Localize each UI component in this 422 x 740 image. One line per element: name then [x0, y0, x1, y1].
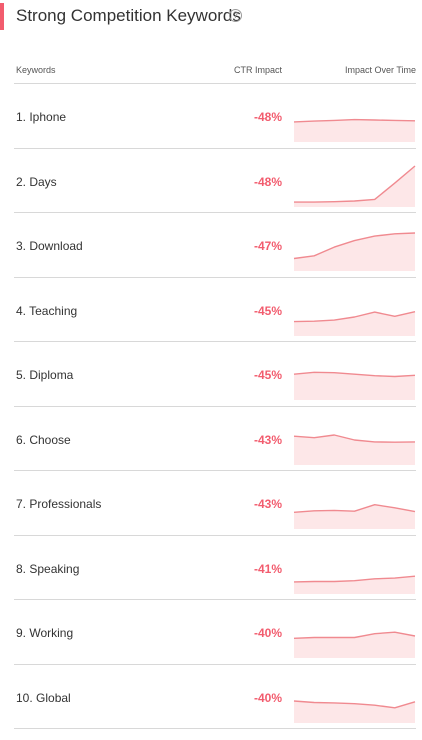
- ctr-impact-value: -40%: [253, 690, 282, 705]
- keyword-label: 10. Global: [16, 690, 71, 705]
- keyword-label: 4. Teaching: [16, 303, 78, 318]
- sparkline-line: [293, 232, 416, 260]
- table-row[interactable]: 3. Download -47%: [14, 213, 416, 278]
- impact-sparkline: [293, 310, 416, 336]
- ctr-impact-value: -45%: [253, 368, 282, 382]
- sparkline-area: [294, 575, 415, 594]
- keyword-label: 2. Days: [16, 174, 57, 189]
- keyword-table-body: 1. Iphone -48% 2. Days -48% 3. Download …: [14, 84, 416, 729]
- ctr-impact-value: -45%: [253, 303, 282, 318]
- impact-sparkline: [293, 575, 416, 594]
- table-row[interactable]: 7. Professionals -43%: [14, 471, 416, 536]
- impact-sparkline: [293, 232, 416, 271]
- column-header-ctr-impact[interactable]: CTR Impact: [233, 65, 282, 75]
- table-row[interactable]: 10. Global -40%: [14, 665, 416, 729]
- ctr-impact-value: -40%: [253, 626, 282, 640]
- keyword-label: 6. Choose: [16, 432, 71, 447]
- sparkline-area: [294, 233, 415, 271]
- impact-sparkline: [293, 631, 416, 658]
- sparkline-line: [293, 371, 416, 378]
- sparkline-line: [293, 433, 416, 443]
- sparkline-line: [293, 699, 416, 708]
- column-header-impact-over-time[interactable]: Impact Over Time: [344, 65, 416, 75]
- sparkline-line: [293, 504, 416, 513]
- table-row[interactable]: 2. Days -48%: [14, 149, 416, 213]
- sparkline-area: [294, 165, 415, 207]
- sparkline-area: [294, 632, 415, 658]
- sparkline-line: [293, 310, 416, 322]
- table-row[interactable]: 1. Iphone -48%: [14, 84, 416, 149]
- keyword-label: 1. Iphone: [16, 110, 67, 124]
- sparkline-line: [293, 631, 416, 639]
- impact-sparkline: [293, 118, 416, 142]
- table-row[interactable]: 8. Speaking -41%: [14, 536, 416, 600]
- title-accent-bar: [0, 3, 4, 30]
- table-row[interactable]: 9. Working -40%: [14, 600, 416, 665]
- ctr-impact-value: -48%: [253, 174, 282, 189]
- sparkline-line: [293, 118, 416, 123]
- column-header-keywords[interactable]: Keywords: [16, 65, 56, 75]
- sparkline-area: [294, 311, 415, 336]
- sparkline-line: [294, 164, 416, 203]
- keyword-label: 7. Professionals: [16, 497, 102, 511]
- ctr-impact-value: -48%: [253, 110, 282, 124]
- page-title: Strong Competition Keywords: [16, 6, 241, 25]
- keyword-label: 8. Speaking: [16, 561, 80, 576]
- impact-sparkline: [293, 699, 416, 723]
- impact-sparkline: [293, 433, 416, 465]
- table-header: Keywords CTR Impact Impact Over Time: [14, 57, 416, 84]
- keyword-label: 5. Diploma: [16, 368, 74, 382]
- sparkline-area: [294, 119, 415, 142]
- ctr-impact-value: -43%: [253, 497, 282, 511]
- question-circle-icon[interactable]: ?: [229, 9, 242, 22]
- ctr-impact-value: -47%: [253, 239, 282, 253]
- sparkline-area: [294, 372, 415, 400]
- impact-sparkline: [293, 371, 416, 400]
- impact-sparkline: [294, 164, 416, 207]
- ctr-impact-value: -43%: [253, 432, 282, 447]
- ctr-impact-value: -41%: [253, 561, 282, 576]
- table-row[interactable]: 5. Diploma -45%: [14, 342, 416, 407]
- sparkline-line: [293, 575, 416, 583]
- impact-sparkline: [293, 504, 416, 529]
- keyword-label: 9. Working: [16, 626, 74, 640]
- keyword-label: 3. Download: [16, 239, 83, 253]
- table-row[interactable]: 6. Choose -43%: [14, 407, 416, 471]
- table-row[interactable]: 4. Teaching -45%: [14, 278, 416, 342]
